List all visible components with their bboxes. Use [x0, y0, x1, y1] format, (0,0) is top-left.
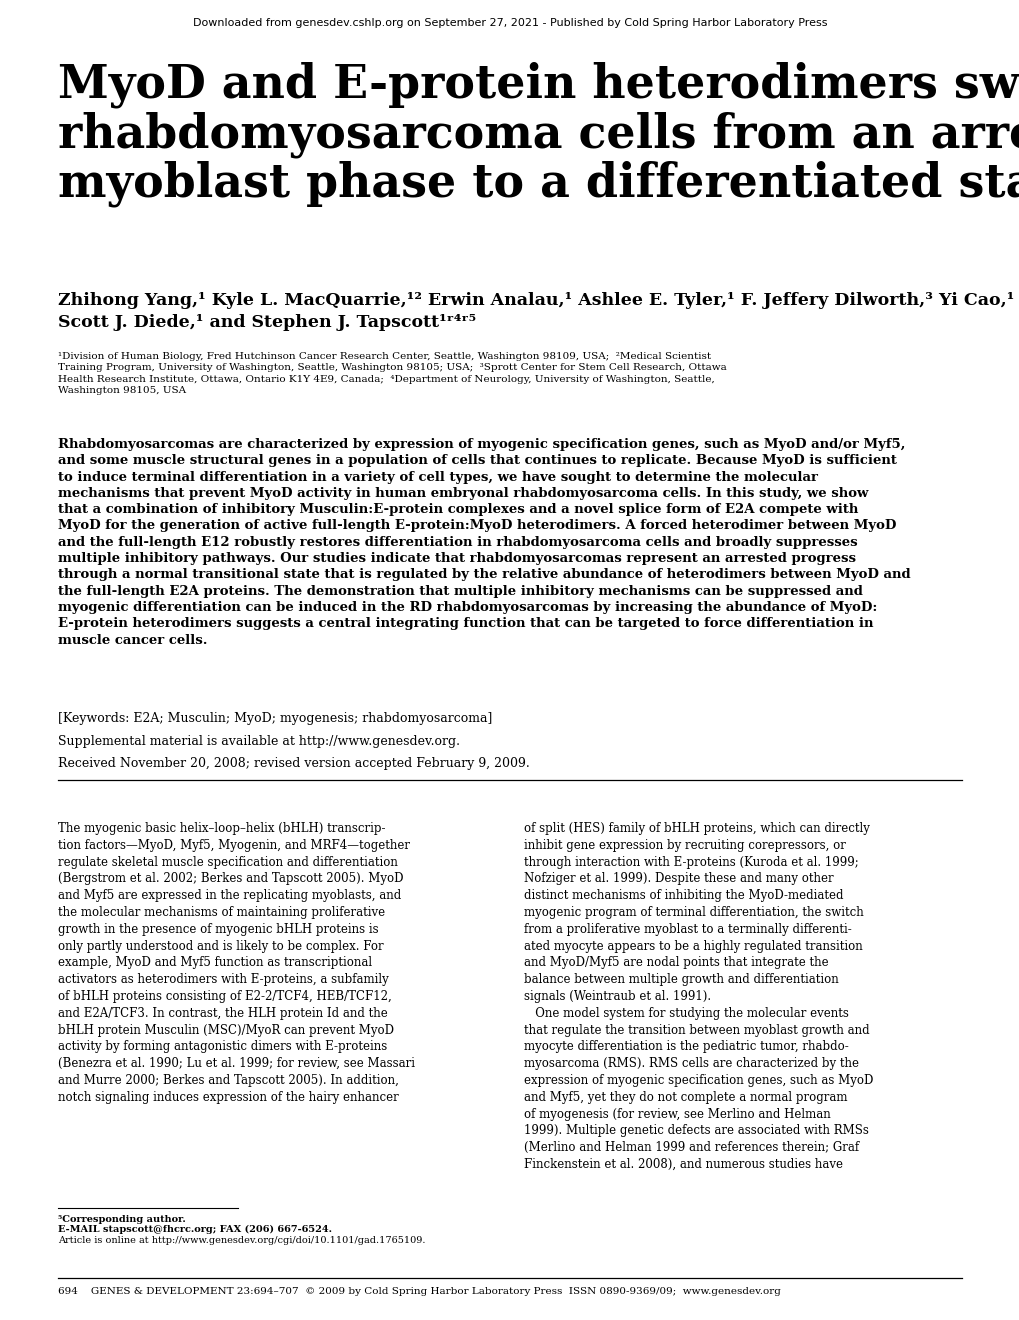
Text: ¹Division of Human Biology, Fred Hutchinson Cancer Research Center, Seattle, Was: ¹Division of Human Biology, Fred Hutchin… — [58, 352, 727, 396]
Text: E-MAIL stapscott@fhcrc.org; FAX (206) 667-6524.: E-MAIL stapscott@fhcrc.org; FAX (206) 66… — [58, 1225, 331, 1234]
Text: Article is online at http://www.genesdev.org/cgi/doi/10.1101/gad.1765109.: Article is online at http://www.genesdev… — [58, 1236, 425, 1245]
Text: 694    GENES & DEVELOPMENT 23:694–707  © 2009 by Cold Spring Harbor Laboratory P: 694 GENES & DEVELOPMENT 23:694–707 © 200… — [58, 1287, 781, 1296]
Text: ⁵Corresponding author.: ⁵Corresponding author. — [58, 1214, 185, 1224]
Text: Downloaded from genesdev.cshlp.org on September 27, 2021 - Published by Cold Spr: Downloaded from genesdev.cshlp.org on Se… — [193, 18, 826, 28]
Text: Zhihong Yang,¹ Kyle L. MacQuarrie,¹² Erwin Analau,¹ Ashlee E. Tyler,¹ F. Jeffery: Zhihong Yang,¹ Kyle L. MacQuarrie,¹² Erw… — [58, 292, 1013, 331]
Text: [Keywords: E2A; Musculin; MyoD; myogenesis; rhabdomyosarcoma]: [Keywords: E2A; Musculin; MyoD; myogenes… — [58, 711, 492, 725]
Text: Rhabdomyosarcomas are characterized by expression of myogenic specification gene: Rhabdomyosarcomas are characterized by e… — [58, 438, 910, 647]
Text: MyoD and E-protein heterodimers switch
rhabdomyosarcoma cells from an arrested
m: MyoD and E-protein heterodimers switch r… — [58, 62, 1019, 206]
Text: Received November 20, 2008; revised version accepted February 9, 2009.: Received November 20, 2008; revised vers… — [58, 756, 529, 770]
Text: of split (HES) family of bHLH proteins, which can directly
inhibit gene expressi: of split (HES) family of bHLH proteins, … — [524, 822, 872, 1171]
Text: Supplemental material is available at http://www.genesdev.org.: Supplemental material is available at ht… — [58, 735, 460, 748]
Text: The myogenic basic helix–loop–helix (bHLH) transcrip-
tion factors—MyoD, Myf5, M: The myogenic basic helix–loop–helix (bHL… — [58, 822, 415, 1104]
